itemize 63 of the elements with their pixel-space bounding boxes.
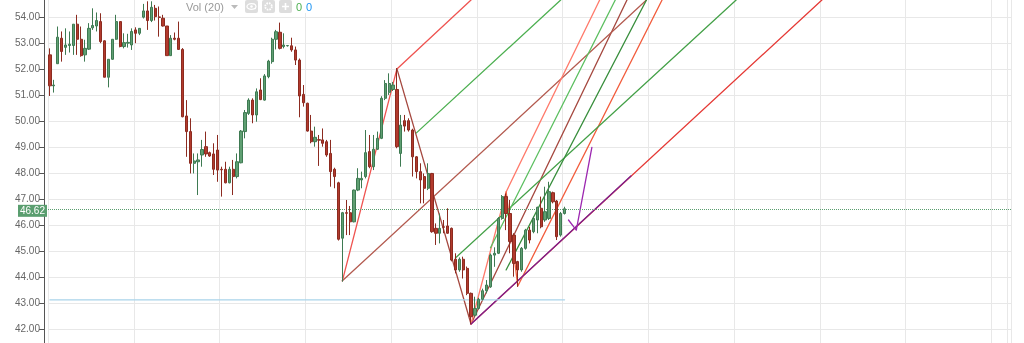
y-tick-label: 43.00 <box>14 297 41 309</box>
candlestick <box>559 211 562 238</box>
candlestick <box>282 32 285 49</box>
y-tick-label: 44.00 <box>14 271 41 283</box>
candlestick <box>255 87 258 123</box>
candlestick <box>360 171 363 189</box>
candlestick <box>473 296 477 318</box>
annotation: 0 <box>306 0 313 13</box>
candlestick <box>329 139 332 188</box>
candlestick <box>119 21 122 48</box>
candlestick <box>56 26 59 65</box>
candlestick <box>72 23 75 56</box>
y-tick-label: 49.00 <box>14 141 41 153</box>
annotation: 0 <box>295 0 303 13</box>
candlestick <box>95 11 98 32</box>
y-tick-label: 52.00 <box>14 63 41 75</box>
candlestick <box>395 67 399 149</box>
y-tick-label: 54.00 <box>14 11 41 23</box>
candlestick <box>372 134 375 171</box>
candlestick <box>169 34 172 57</box>
candlestick <box>60 30 63 63</box>
candlestick <box>142 3 145 19</box>
candlestick <box>204 131 208 158</box>
candlestick <box>251 97 254 124</box>
candlestick <box>427 162 430 191</box>
candlestick <box>130 27 133 51</box>
candlestick <box>278 22 282 50</box>
y-tick-label: 48.00 <box>14 167 41 179</box>
candlestick <box>259 77 262 101</box>
candlestick <box>138 27 141 36</box>
y-tick-label: 47.00 <box>14 193 41 205</box>
y-tick-label: 46.00 <box>14 219 41 231</box>
y-tick-label: 53.00 <box>14 37 41 49</box>
candlestick <box>388 72 391 96</box>
candlestick <box>64 27 67 56</box>
candlestick <box>232 159 235 196</box>
candlestick <box>313 126 317 148</box>
candlestick <box>345 199 348 236</box>
y-tick-label: 42.00 <box>14 323 41 335</box>
candlestick <box>403 114 406 133</box>
candlestick <box>228 166 231 184</box>
candlestick <box>158 6 161 38</box>
candlestick <box>122 32 126 49</box>
candlestick <box>134 26 137 44</box>
ref-line-label: 46.62 <box>19 205 46 217</box>
candlestick <box>528 226 531 244</box>
y-tick-label: 45.00 <box>14 245 41 257</box>
candlestick <box>364 129 367 179</box>
candlestick <box>540 196 543 229</box>
candlestick <box>48 47 52 97</box>
y-tick-label: 50.00 <box>14 115 41 127</box>
candlestick <box>150 0 153 23</box>
candlestick <box>368 134 371 169</box>
candlestick <box>52 79 55 94</box>
candlestick <box>146 0 149 31</box>
candlestick <box>341 211 344 283</box>
candlestick <box>438 213 441 244</box>
annotation: Vol (20) <box>186 0 224 13</box>
candlestick <box>399 114 402 168</box>
candlestick <box>337 181 340 242</box>
candlestick <box>458 256 461 273</box>
y-tick-label: 51.00 <box>14 89 41 101</box>
candlestick <box>76 14 79 56</box>
